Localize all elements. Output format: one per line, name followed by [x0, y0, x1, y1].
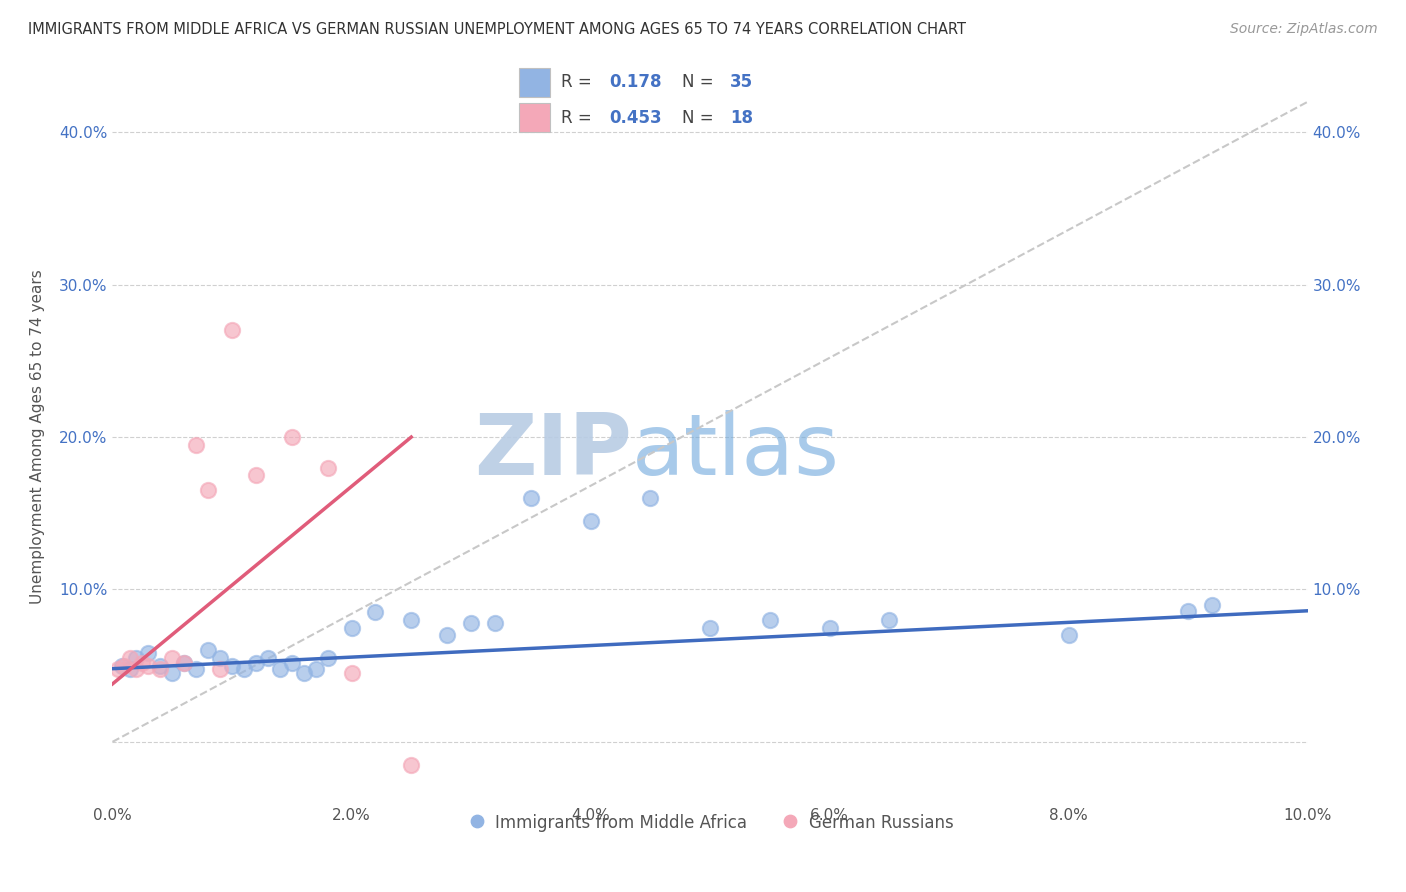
- Point: [364, 605, 387, 619]
- FancyBboxPatch shape: [519, 103, 550, 132]
- Point: [209, 651, 232, 665]
- Point: [111, 658, 134, 673]
- Point: [245, 656, 267, 670]
- Point: [699, 621, 721, 635]
- Point: [138, 647, 160, 661]
- Point: [149, 658, 172, 673]
- Point: [281, 430, 304, 444]
- Point: [173, 656, 195, 670]
- Text: Source: ZipAtlas.com: Source: ZipAtlas.com: [1230, 22, 1378, 37]
- Point: [520, 491, 543, 505]
- Point: [460, 615, 482, 630]
- Point: [186, 662, 208, 676]
- Point: [818, 621, 841, 635]
- Text: atlas: atlas: [633, 410, 841, 493]
- Point: [107, 662, 129, 676]
- Point: [245, 468, 267, 483]
- Point: [197, 483, 219, 498]
- Point: [1201, 598, 1223, 612]
- Point: [173, 656, 195, 670]
- Text: 18: 18: [730, 109, 752, 127]
- Point: [162, 651, 183, 665]
- Text: IMMIGRANTS FROM MIDDLE AFRICA VS GERMAN RUSSIAN UNEMPLOYMENT AMONG AGES 65 TO 74: IMMIGRANTS FROM MIDDLE AFRICA VS GERMAN …: [28, 22, 966, 37]
- Point: [257, 651, 280, 665]
- Point: [114, 658, 135, 673]
- Text: 0.178: 0.178: [609, 73, 661, 91]
- Point: [484, 615, 506, 630]
- Point: [131, 656, 153, 670]
- Point: [162, 666, 183, 681]
- Point: [1177, 604, 1199, 618]
- Point: [340, 621, 363, 635]
- Point: [1057, 628, 1080, 642]
- Text: N =: N =: [682, 73, 718, 91]
- Point: [640, 491, 662, 505]
- Point: [149, 662, 172, 676]
- Point: [340, 666, 363, 681]
- Point: [233, 662, 256, 676]
- Point: [125, 662, 148, 676]
- Y-axis label: Unemployment Among Ages 65 to 74 years: Unemployment Among Ages 65 to 74 years: [31, 269, 45, 605]
- Text: N =: N =: [682, 109, 718, 127]
- Text: 0.453: 0.453: [609, 109, 661, 127]
- Point: [316, 651, 339, 665]
- Text: 35: 35: [730, 73, 752, 91]
- FancyBboxPatch shape: [519, 68, 550, 96]
- Point: [401, 613, 423, 627]
- Legend: Immigrants from Middle Africa, German Russians: Immigrants from Middle Africa, German Ru…: [460, 807, 960, 838]
- Point: [879, 613, 901, 627]
- Point: [269, 662, 291, 676]
- Point: [186, 438, 208, 452]
- Point: [281, 656, 304, 670]
- Point: [120, 651, 142, 665]
- Text: R =: R =: [561, 73, 598, 91]
- Point: [401, 757, 423, 772]
- Point: [316, 460, 339, 475]
- Point: [138, 658, 160, 673]
- Point: [436, 628, 458, 642]
- Point: [759, 613, 782, 627]
- Text: ZIP: ZIP: [475, 410, 633, 493]
- Point: [221, 658, 243, 673]
- Point: [120, 662, 142, 676]
- Text: R =: R =: [561, 109, 598, 127]
- Point: [305, 662, 328, 676]
- Point: [221, 323, 243, 337]
- Point: [292, 666, 315, 681]
- Point: [209, 662, 232, 676]
- Point: [197, 643, 219, 657]
- Point: [125, 651, 148, 665]
- Point: [579, 514, 602, 528]
